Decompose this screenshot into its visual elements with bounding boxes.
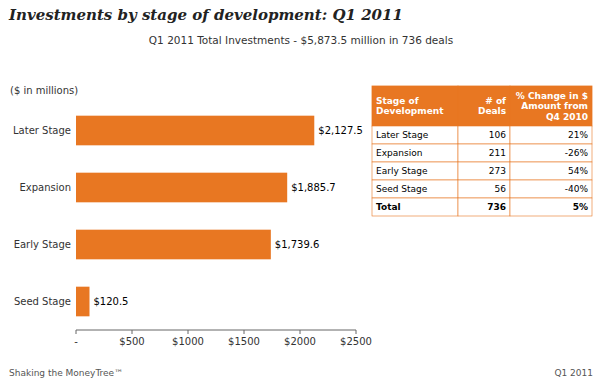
table-cell bbox=[372, 162, 458, 180]
tick bbox=[76, 330, 77, 334]
table-header: # ofDeals bbox=[478, 96, 506, 117]
data-label: $120.5 bbox=[93, 296, 128, 307]
table-header-cell bbox=[458, 86, 510, 126]
tick-label: Seed Stage bbox=[14, 296, 71, 307]
labels: $120.5 Seed Stage $1,739.6 Early Stage $1,88… bbox=[13, 125, 363, 307]
tick-label: Early Stage bbox=[14, 239, 71, 250]
chart: Investments by stage of development: Q1 … bbox=[0, 0, 602, 384]
table-header: % Change in $Amount fromQ4 2010 bbox=[516, 91, 588, 122]
tick-label: $1500 bbox=[228, 336, 260, 347]
table-cell bbox=[458, 126, 510, 144]
table-cell bbox=[458, 144, 510, 162]
table-cell bbox=[372, 198, 458, 216]
table-cell bbox=[458, 198, 510, 216]
table-cell bbox=[372, 144, 458, 162]
table-text: 21% bbox=[568, 130, 588, 140]
tick-label: $2500 bbox=[340, 336, 372, 347]
table-text: 5% bbox=[573, 202, 588, 212]
data-label: $1,739.6 bbox=[275, 239, 320, 250]
bar bbox=[76, 116, 314, 146]
table-cell bbox=[372, 180, 458, 198]
table-cell bbox=[372, 126, 458, 144]
bar bbox=[76, 173, 287, 203]
tick bbox=[356, 330, 357, 334]
axis-label: ($ in millions) bbox=[10, 85, 78, 96]
tick-label: Expansion bbox=[20, 182, 72, 193]
table-text: -26% bbox=[565, 148, 589, 158]
table-text: Seed Stage bbox=[376, 184, 428, 194]
bar bbox=[76, 230, 271, 260]
axis-line bbox=[76, 330, 356, 331]
table-text: Total bbox=[376, 202, 401, 212]
table-text: 56 bbox=[495, 184, 507, 194]
tick-label: $2000 bbox=[284, 336, 316, 347]
table-text: 736 bbox=[487, 202, 506, 212]
tick bbox=[188, 330, 189, 334]
table-cell bbox=[510, 144, 592, 162]
bars bbox=[76, 116, 314, 317]
data-label: $2,127.5 bbox=[318, 125, 363, 136]
tick-label: Later Stage bbox=[13, 125, 71, 136]
tick-label: $500 bbox=[119, 336, 144, 347]
table-cell bbox=[458, 180, 510, 198]
data-label: $1,885.7 bbox=[291, 182, 336, 193]
tick bbox=[244, 330, 245, 334]
table-cell bbox=[510, 162, 592, 180]
table-header-cell bbox=[372, 86, 458, 126]
table-text: Expansion bbox=[376, 148, 422, 158]
tick-label: $1000 bbox=[172, 336, 204, 347]
tick bbox=[132, 330, 133, 334]
table-text: Early Stage bbox=[376, 166, 428, 176]
table-cell bbox=[510, 198, 592, 216]
table-text: 106 bbox=[489, 130, 506, 140]
table-cell bbox=[510, 126, 592, 144]
table-cell bbox=[458, 162, 510, 180]
footer: Q1 2011 bbox=[554, 368, 593, 378]
table-header: Stage ofDevelopment bbox=[376, 96, 444, 117]
tick bbox=[300, 330, 301, 334]
table-text: 54% bbox=[568, 166, 588, 176]
table-cell bbox=[510, 180, 592, 198]
table-header-cell bbox=[510, 86, 592, 126]
bar bbox=[76, 287, 89, 317]
footer: Shaking the MoneyTree™ bbox=[9, 368, 123, 378]
table-text: 211 bbox=[489, 148, 506, 158]
subtitle: Q1 2011 Total Investments - $5,873.5 mil… bbox=[149, 34, 453, 46]
table: Stage ofDevelopment # ofDeals % Change in … bbox=[372, 86, 592, 216]
table-text: Later Stage bbox=[376, 130, 429, 140]
title: Investments by stage of development: Q1 … bbox=[8, 6, 403, 24]
table-text: -40% bbox=[565, 184, 589, 194]
tick-label: - bbox=[74, 336, 78, 347]
table-text: 273 bbox=[489, 166, 506, 176]
